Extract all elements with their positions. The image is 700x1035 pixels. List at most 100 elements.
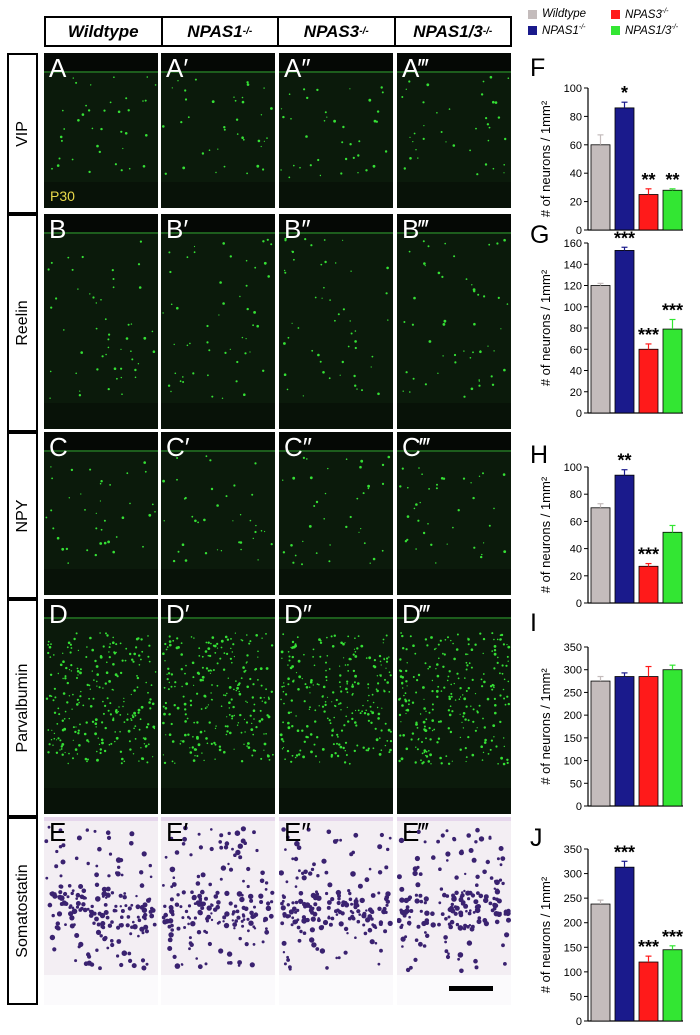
cell-mark	[328, 377, 331, 380]
cell-mark	[290, 699, 293, 702]
cell-mark	[427, 245, 430, 248]
cell-mark	[210, 742, 213, 745]
cell-mark	[211, 100, 215, 103]
cell-mark	[447, 636, 449, 639]
cell-mark	[386, 657, 389, 660]
cell-mark	[492, 724, 496, 727]
cell-mark	[367, 927, 373, 933]
cell-mark	[184, 720, 187, 723]
cell-mark	[59, 749, 61, 751]
cell-mark	[294, 885, 298, 888]
cell-mark	[379, 660, 382, 663]
y-axis-label: # of neurons / 1mm²	[538, 668, 553, 785]
cell-mark	[184, 89, 187, 92]
cell-mark	[399, 897, 405, 903]
cell-mark	[189, 699, 193, 702]
cell-mark	[181, 842, 186, 846]
cell-mark	[297, 938, 302, 943]
cell-mark	[371, 693, 374, 696]
cell-mark	[142, 737, 145, 739]
cell-mark	[419, 713, 422, 715]
cell-mark	[492, 684, 495, 687]
cell-mark	[116, 925, 121, 930]
cell-mark	[309, 706, 311, 709]
cell-mark	[120, 367, 123, 370]
cell-mark	[488, 243, 491, 246]
cell-mark	[291, 640, 295, 644]
cell-mark	[240, 639, 242, 641]
cell-mark	[261, 700, 263, 702]
cell-mark	[268, 913, 274, 919]
cell-mark	[47, 268, 50, 271]
cell-mark	[464, 677, 466, 679]
cell-mark	[417, 738, 420, 741]
cell-mark	[442, 323, 446, 326]
cell-mark	[50, 466, 52, 468]
cell-mark	[136, 915, 140, 919]
cell-mark	[344, 741, 348, 744]
cell-mark	[67, 562, 69, 564]
cell-mark	[408, 80, 411, 83]
cell-mark	[249, 714, 252, 717]
cell-mark	[219, 833, 224, 838]
panel-letter: C″	[284, 432, 312, 462]
cell-mark	[456, 672, 459, 675]
cell-mark	[496, 857, 500, 861]
cell-mark	[164, 701, 167, 705]
cell-mark	[201, 655, 204, 658]
cell-mark	[201, 152, 205, 155]
cell-mark	[301, 563, 303, 566]
cell-mark	[413, 132, 416, 135]
cell-mark	[81, 255, 84, 259]
cell-mark	[412, 870, 418, 877]
cell-mark	[170, 836, 174, 840]
cell-mark	[282, 746, 285, 749]
cell-mark	[346, 680, 349, 683]
cell-mark	[247, 929, 250, 933]
cell-mark	[174, 685, 176, 688]
cell-mark	[405, 967, 411, 973]
cell-mark	[469, 926, 475, 932]
cell-mark	[119, 730, 121, 733]
cell-mark	[130, 323, 133, 325]
cell-mark	[247, 742, 250, 745]
cell-mark	[203, 518, 206, 522]
cell-mark	[211, 395, 214, 398]
cell-mark	[380, 729, 383, 732]
cell-mark	[408, 699, 411, 702]
cell-mark	[94, 872, 99, 878]
cell-mark	[402, 647, 405, 650]
cell-mark	[171, 882, 177, 887]
cell-mark	[120, 348, 122, 350]
cell-mark	[342, 746, 345, 750]
cell-mark	[133, 727, 135, 730]
cell-mark	[330, 897, 335, 902]
cell-mark	[249, 351, 251, 353]
cell-mark	[388, 691, 391, 693]
header-npas13: NPAS1/3 -/-	[413, 21, 493, 41]
cell-mark	[415, 882, 421, 888]
cell-mark	[86, 861, 90, 866]
cell-mark	[58, 713, 61, 716]
cell-mark	[126, 472, 129, 475]
cell-mark	[292, 561, 295, 564]
cell-mark	[423, 725, 426, 728]
cell-mark	[123, 892, 127, 895]
cell-mark	[352, 653, 355, 656]
cell-mark	[294, 756, 297, 759]
cell-mark	[405, 747, 409, 751]
cell-mark	[64, 677, 67, 680]
cell-mark	[140, 757, 144, 760]
cell-mark	[468, 848, 474, 853]
cell-mark	[332, 691, 335, 694]
cell-mark	[378, 654, 382, 658]
cell-mark	[335, 262, 337, 264]
cell-mark	[53, 711, 57, 714]
cell-mark	[222, 915, 227, 920]
cell-mark	[181, 685, 183, 688]
cell-mark	[467, 719, 470, 722]
cell-mark	[455, 922, 460, 927]
cell-mark	[253, 905, 256, 909]
cell-mark	[368, 98, 372, 102]
cell-mark	[436, 483, 438, 486]
